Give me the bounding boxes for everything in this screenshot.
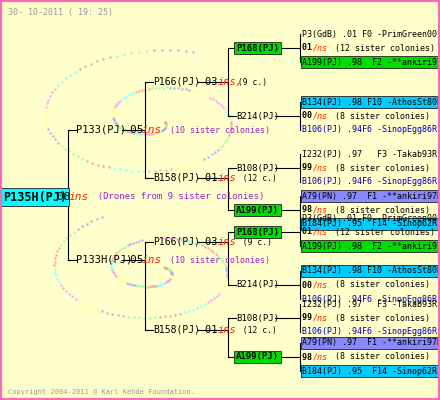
Text: 08: 08	[57, 192, 77, 202]
Text: ins: ins	[69, 192, 89, 202]
Text: B106(PJ) .94F6 -SinopEgg86R: B106(PJ) .94F6 -SinopEgg86R	[302, 178, 437, 186]
Text: 98: 98	[302, 352, 317, 362]
Text: /ns: /ns	[313, 206, 328, 214]
Text: B158(PJ): B158(PJ)	[153, 173, 200, 183]
Text: (8 sister colonies): (8 sister colonies)	[325, 352, 430, 362]
Text: (12 c.): (12 c.)	[233, 326, 277, 334]
Text: (12 sister colonies): (12 sister colonies)	[325, 228, 435, 236]
Text: P135H(PJ): P135H(PJ)	[3, 190, 67, 204]
Text: P133H(PJ): P133H(PJ)	[76, 255, 132, 265]
Text: A199(PJ): A199(PJ)	[236, 206, 279, 214]
Text: (10 sister colonies): (10 sister colonies)	[160, 256, 270, 264]
Text: 01: 01	[302, 44, 317, 52]
Text: B214(PJ): B214(PJ)	[236, 280, 279, 290]
Text: 03: 03	[205, 237, 224, 247]
Text: A199(PJ): A199(PJ)	[236, 352, 279, 362]
Text: B106(PJ) .94F6 -SinopEgg86R: B106(PJ) .94F6 -SinopEgg86R	[302, 294, 437, 304]
Text: 05: 05	[130, 255, 150, 265]
Text: 99: 99	[302, 164, 317, 172]
Text: B134(PJ) .98 F10 -AthosSt80R: B134(PJ) .98 F10 -AthosSt80R	[302, 266, 440, 276]
Text: /ns: /ns	[313, 164, 328, 172]
Text: B108(PJ): B108(PJ)	[236, 164, 279, 172]
Text: 01: 01	[205, 173, 224, 183]
Text: 99: 99	[302, 314, 317, 322]
Text: (9 c.): (9 c.)	[233, 238, 272, 246]
Text: B134(PJ) .98 F10 -AthosSt80R: B134(PJ) .98 F10 -AthosSt80R	[302, 98, 440, 106]
Text: P166(PJ): P166(PJ)	[153, 237, 200, 247]
Text: P3(GdB) .01 F0 -PrimGreen00: P3(GdB) .01 F0 -PrimGreen00	[302, 30, 437, 38]
Text: ins: ins	[218, 173, 237, 183]
Text: 00: 00	[302, 112, 317, 120]
Text: (8 sister colonies): (8 sister colonies)	[325, 112, 430, 120]
Text: P133(PJ): P133(PJ)	[76, 125, 126, 135]
Text: 05: 05	[130, 125, 150, 135]
Text: (8 sister colonies): (8 sister colonies)	[325, 280, 430, 290]
Text: B108(PJ): B108(PJ)	[236, 314, 279, 322]
Text: 30- 10-2011 ( 19: 25): 30- 10-2011 ( 19: 25)	[8, 8, 113, 17]
Text: 01: 01	[302, 228, 317, 236]
Text: 03: 03	[205, 77, 224, 87]
Text: P168(PJ): P168(PJ)	[236, 44, 279, 52]
Text: A79(PN) .97  F1 -**ankiri97R: A79(PN) .97 F1 -**ankiri97R	[302, 338, 440, 348]
Text: 00: 00	[302, 280, 317, 290]
Text: P168(PJ): P168(PJ)	[236, 228, 279, 236]
Text: I232(PJ) .97   F3 -Takab93R: I232(PJ) .97 F3 -Takab93R	[302, 150, 437, 158]
Text: (9 c.): (9 c.)	[233, 78, 267, 86]
Text: 01: 01	[205, 325, 224, 335]
Text: A79(PN) .97  F1 -**ankiri97R: A79(PN) .97 F1 -**ankiri97R	[302, 192, 440, 200]
Text: Copyright 2004-2011 @ Karl Kehde Foundation.: Copyright 2004-2011 @ Karl Kehde Foundat…	[8, 389, 195, 395]
Text: 98: 98	[302, 206, 317, 214]
Text: ins: ins	[218, 325, 237, 335]
Text: B184(PJ) .95  F14 -Sinop62R: B184(PJ) .95 F14 -Sinop62R	[302, 366, 437, 376]
Text: P166(PJ): P166(PJ)	[153, 77, 200, 87]
Text: (Drones from 9 sister colonies): (Drones from 9 sister colonies)	[87, 192, 264, 202]
Text: /ns: /ns	[313, 280, 328, 290]
Text: P3(GdB) .01 F0 -PrimGreen00: P3(GdB) .01 F0 -PrimGreen00	[302, 214, 437, 222]
Text: I232(PJ) .97   F3 -Takab93R: I232(PJ) .97 F3 -Takab93R	[302, 300, 437, 308]
Text: B214(PJ): B214(PJ)	[236, 112, 279, 120]
Text: B158(PJ): B158(PJ)	[153, 325, 200, 335]
Text: (8 sister colonies): (8 sister colonies)	[325, 206, 430, 214]
Text: A199(PJ) .98  F2 -**ankiri97R: A199(PJ) .98 F2 -**ankiri97R	[302, 242, 440, 250]
Text: /ns: /ns	[313, 44, 328, 52]
Text: (8 sister colonies): (8 sister colonies)	[325, 314, 430, 322]
Text: /ns: /ns	[313, 112, 328, 120]
Text: ins: ins	[142, 255, 162, 265]
Text: (12 sister colonies): (12 sister colonies)	[325, 44, 435, 52]
Text: (8 sister colonies): (8 sister colonies)	[325, 164, 430, 172]
Text: B184(PJ) .95  F14 -Sinop62R: B184(PJ) .95 F14 -Sinop62R	[302, 220, 437, 228]
Text: B106(PJ) .94F6 -SinopEgg86R: B106(PJ) .94F6 -SinopEgg86R	[302, 328, 437, 336]
Text: /ns: /ns	[313, 314, 328, 322]
Text: A199(PJ) .98  F2 -**ankiri97R: A199(PJ) .98 F2 -**ankiri97R	[302, 58, 440, 66]
Text: /ns: /ns	[313, 228, 328, 236]
Text: (12 c.): (12 c.)	[233, 174, 277, 182]
Text: ins: ins	[218, 237, 237, 247]
Text: ins,: ins,	[218, 77, 243, 87]
Text: (10 sister colonies): (10 sister colonies)	[160, 126, 270, 134]
Text: ins: ins	[142, 125, 162, 135]
Text: /ns: /ns	[313, 352, 328, 362]
Text: B106(PJ) .94F6 -SinopEgg86R: B106(PJ) .94F6 -SinopEgg86R	[302, 126, 437, 134]
